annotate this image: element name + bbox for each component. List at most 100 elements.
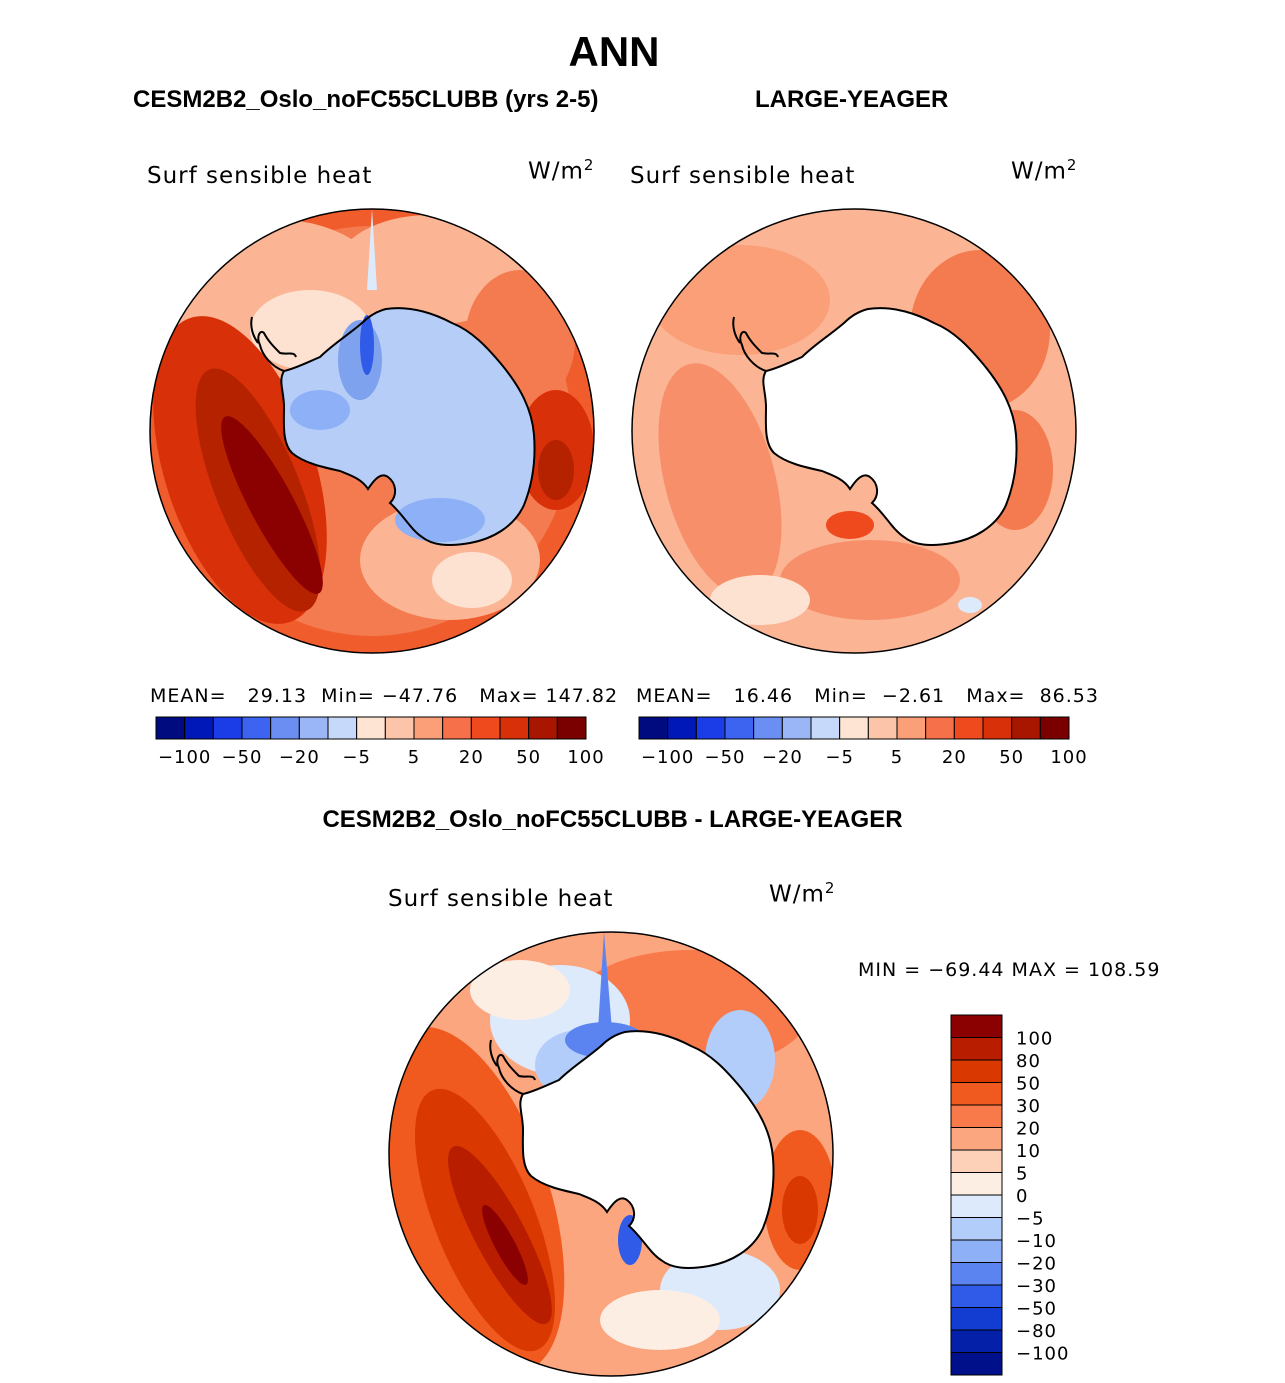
ref-map [631,208,1077,654]
case-panel-title: CESM2B2_Oslo_noFC55CLUBB (yrs 2-5) [133,86,599,113]
case-mean-label: MEAN= [150,685,227,707]
ref-min-value: −2.61 [881,685,946,707]
ref-colorbar: −100 −50 −20 −5 5 20 50 100 [638,716,1087,768]
diff-colorbar-tick-label: 30 [1016,1096,1041,1117]
ref-colorbar-swatch [724,716,755,740]
case-colorbar-tick-label: 100 [567,747,604,768]
ref-panel-title: LARGE-YEAGER [755,86,949,113]
ref-colorbar-swatch [810,716,841,740]
case-colorbar-swatch [384,716,415,740]
ref-colorbar-swatch [896,716,927,740]
ref-variable-label: Surf sensible heat [630,163,856,189]
case-colorbar-swatch [298,716,329,740]
ref-colorbar-tick-label: −100 [641,747,694,768]
diff-panel-title: CESM2B2_Oslo_noFC55CLUBB - LARGE-YEAGER [322,806,903,833]
case-colorbar-swatch [241,716,272,740]
diff-colorbar-tick-label: 100 [1016,1029,1053,1050]
case-map [149,208,595,654]
case-colorbar-swatch [155,716,186,740]
ref-colorbar-swatch [953,716,984,740]
diff-colorbar-swatch [950,1104,1003,1128]
ref-max-value: 86.53 [1039,685,1099,707]
case-min-label: Min= [321,685,375,707]
ref-colorbar-swatch [781,716,812,740]
case-colorbar-swatch [442,716,472,740]
diff-colorbar-swatch [950,1307,1003,1331]
ref-colorbar-tick-label: 5 [891,747,903,768]
page-title: ANN [568,28,660,75]
ref-min-label: Min= [814,685,868,707]
diff-units-label: W/m2 [769,879,836,908]
diff-colorbar-swatch [950,1239,1003,1263]
case-mean-value: 29.13 [247,685,308,707]
case-colorbar-swatch [184,716,214,740]
case-colorbar-swatch [470,716,501,740]
diff-colorbar-tick-label: 5 [1016,1164,1028,1185]
ref-colorbar-swatch [638,716,669,740]
case-units-label: W/m2 [528,156,595,185]
case-variable-label: Surf sensible heat [147,163,373,189]
ref-colorbar-swatch [753,716,783,740]
case-colorbar-swatch [327,716,358,740]
case-colorbar-swatch [212,716,243,740]
diff-colorbar-swatch [950,1217,1003,1241]
diff-map [388,931,834,1377]
ref-colorbar-swatch [867,716,898,740]
case-max-label: Max= [479,685,539,707]
ref-colorbar-tick-label: −50 [705,747,746,768]
diff-colorbar-tick-label: 80 [1016,1051,1041,1072]
diff-colorbar-tick-label: 50 [1016,1074,1041,1095]
case-colorbar-swatch [499,716,530,740]
diff-colorbar-swatch [950,1014,1003,1038]
case-colorbar-tick-label: 50 [516,747,541,768]
diff-colorbar-swatch [950,1059,1003,1083]
ref-mean-value: 16.46 [733,685,794,707]
diff-variable-label: Surf sensible heat [388,886,614,912]
diff-colorbar-swatch [950,1037,1003,1061]
ref-max-label: Max= [966,685,1026,707]
case-colorbar-swatch [556,716,587,740]
case-colorbar-tick-label: −50 [222,747,263,768]
case-stats: MEAN= 29.13 Min= −47.76 Max= 147.82 [150,685,618,707]
diff-colorbar-swatch [950,1172,1003,1196]
ref-colorbar-swatch [982,716,1013,740]
diff-colorbar-tick-label: −50 [1016,1299,1057,1320]
case-colorbar-swatch [270,716,300,740]
diff-colorbar-swatch [950,1127,1003,1151]
case-colorbar-tick-label: −100 [158,747,211,768]
case-min-value: −47.76 [381,685,459,707]
diff-colorbar-tick-label: −80 [1016,1321,1057,1342]
case-colorbar-tick-label: 5 [408,747,420,768]
case-max-value: 147.82 [545,685,619,707]
ref-colorbar-swatch [1039,716,1070,740]
ref-mean-label: MEAN= [636,685,713,707]
ref-colorbar-swatch [839,716,869,740]
diff-minmax-text: MIN = −69.44 MAX = 108.59 [858,959,1161,981]
case-colorbar-tick-label: −5 [342,747,371,768]
diff-colorbar-tick-label: 20 [1016,1119,1041,1140]
ref-colorbar-tick-label: 20 [942,747,967,768]
ref-colorbar-tick-label: 100 [1050,747,1087,768]
ref-colorbar-tick-label: −5 [825,747,854,768]
case-colorbar-swatch [528,716,558,740]
ref-units-label: W/m2 [1011,156,1078,185]
diff-colorbar-tick-label: 10 [1016,1141,1041,1162]
diff-colorbar-swatch [950,1284,1003,1308]
diff-colorbar-tick-label: −5 [1016,1209,1045,1230]
diff-colorbar-swatch [950,1194,1003,1218]
diff-colorbar-swatch [950,1329,1003,1353]
ref-colorbar-tick-label: 50 [999,747,1024,768]
diff-colorbar-tick-label: −30 [1016,1276,1057,1297]
ref-colorbar-swatch [1011,716,1041,740]
case-colorbar-swatch [413,716,444,740]
diff-colorbar-tick-label: −20 [1016,1254,1057,1275]
ref-colorbar-swatch [695,716,726,740]
case-colorbar-tick-label: 20 [459,747,484,768]
diff-colorbar-swatch [950,1149,1003,1173]
case-colorbar-tick-label: −20 [279,747,320,768]
ref-colorbar-swatch [925,716,955,740]
diff-colorbar-swatch [950,1082,1003,1106]
ref-stats: MEAN= 16.46 Min= −2.61 Max= 86.53 [636,685,1099,707]
